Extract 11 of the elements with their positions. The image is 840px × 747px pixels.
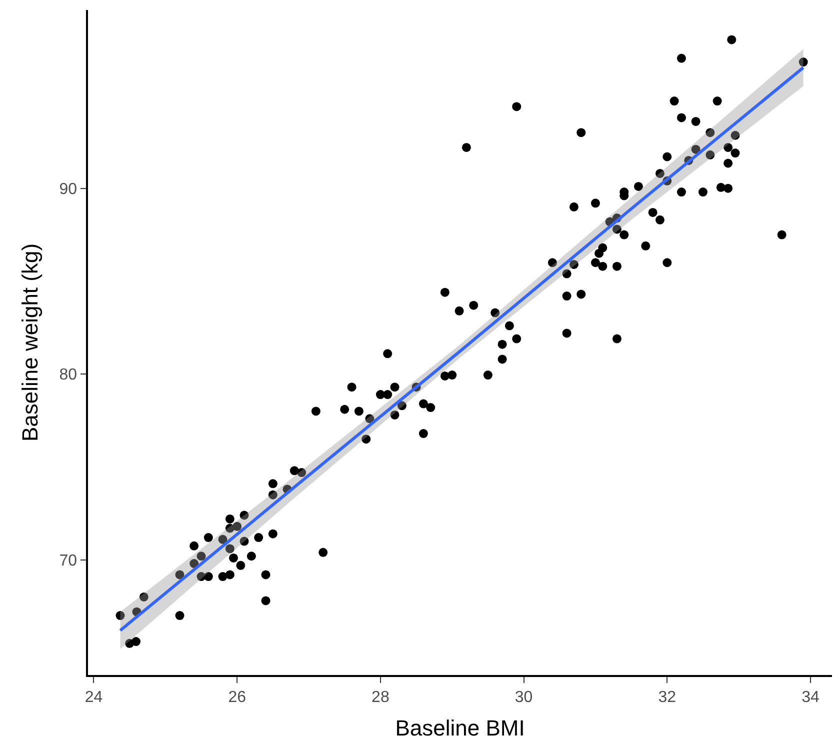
y-tick-label: 80 (59, 366, 78, 384)
y-tick-label: 70 (59, 552, 78, 570)
x-tick-label: 32 (658, 688, 676, 706)
x-tick-label: 30 (514, 688, 533, 706)
x-tick-label: 26 (228, 688, 246, 706)
x-axis-title: Baseline BMI (395, 715, 525, 740)
y-axis-title: Baseline weight (kg) (18, 243, 43, 442)
x-tick-label: 24 (84, 688, 103, 706)
x-tick-label: 28 (372, 688, 390, 706)
x-tick-label: 34 (802, 688, 820, 706)
y-tick-label: 90 (59, 180, 78, 198)
